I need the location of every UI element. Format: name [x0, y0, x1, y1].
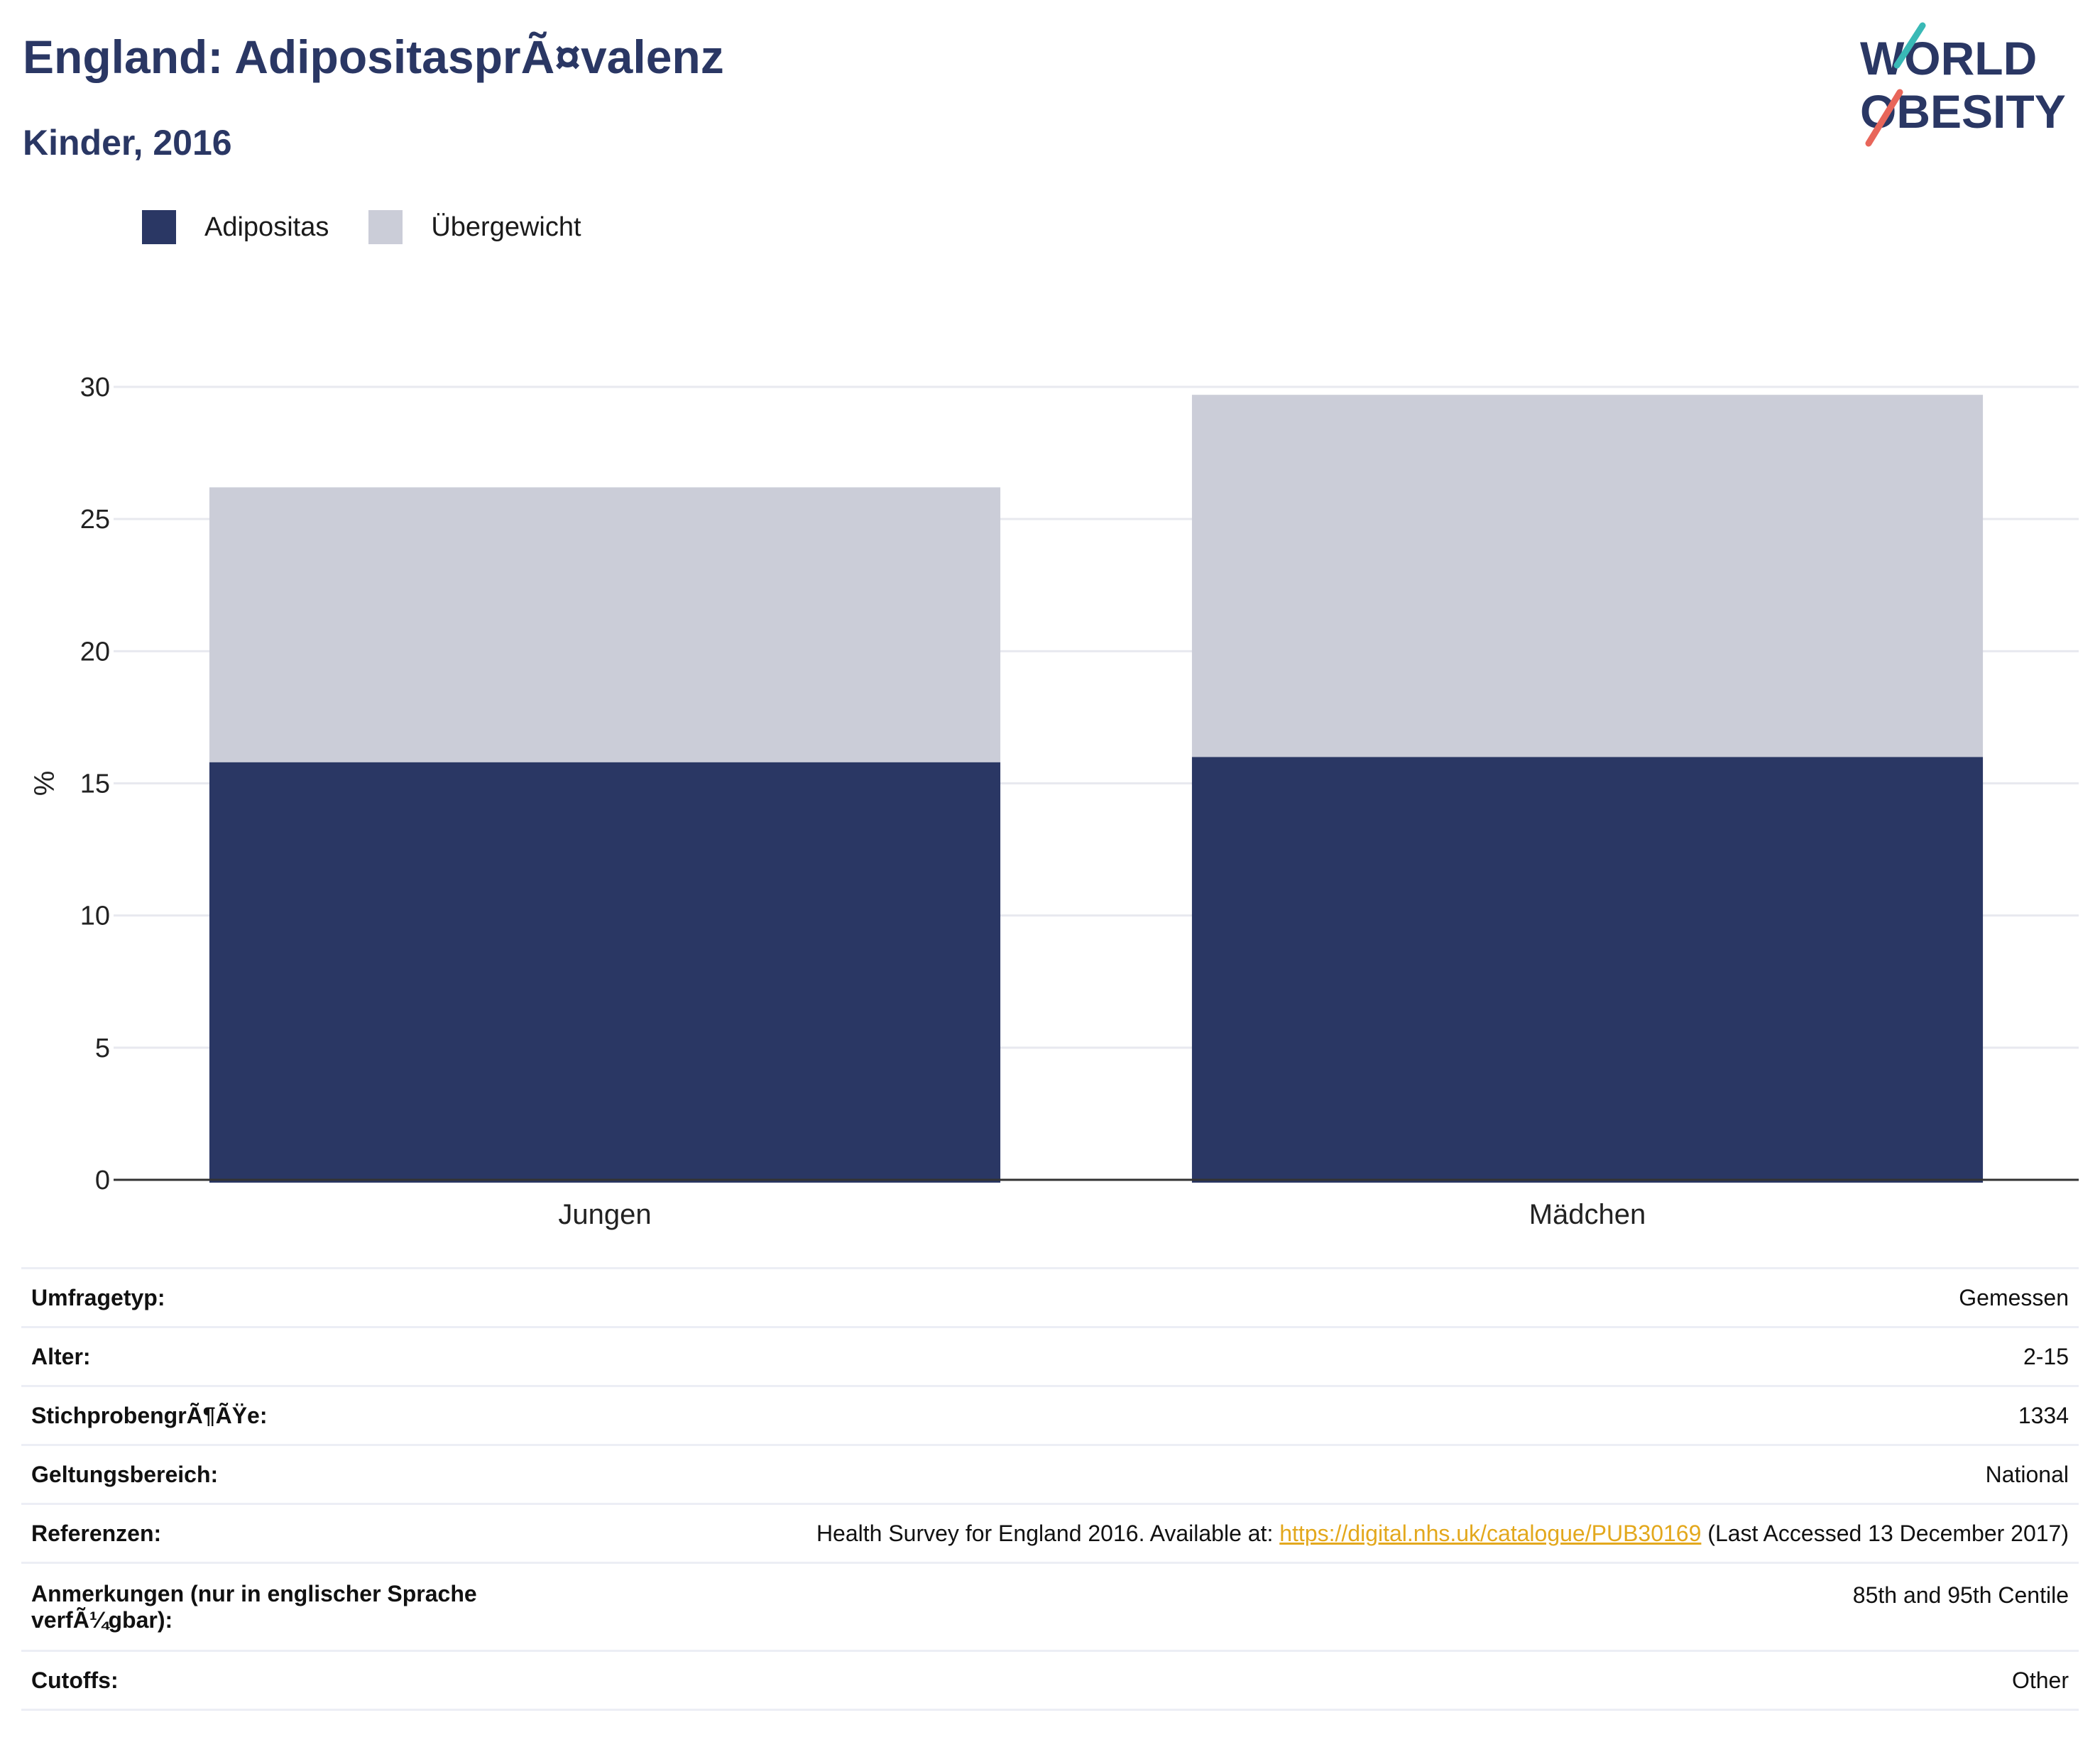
y-tick-label: 0 — [95, 1166, 110, 1195]
reference-link[interactable]: https://digital.nhs.uk/catalogue/PUB3016… — [1279, 1520, 1702, 1546]
meta-row-age: Alter: 2-15 — [21, 1326, 2079, 1387]
bar-bergewicht-0 — [209, 487, 1001, 762]
reference-suffix: (Last Accessed 13 December 2017) — [1701, 1520, 2069, 1546]
meta-value: Health Survey for England 2016. Availabl… — [567, 1503, 2079, 1564]
meta-value: National — [567, 1444, 2079, 1505]
meta-key: Anmerkungen (nur in englischer Sprache ve… — [21, 1562, 567, 1652]
meta-key: Cutoffs: — [21, 1650, 567, 1711]
meta-key-line2: verfÃ¼gbar): — [31, 1606, 173, 1633]
meta-key: Umfragetyp: — [21, 1267, 567, 1328]
meta-key-line1: Anmerkungen (nur in englischer Sprache — [31, 1580, 477, 1606]
meta-key: Alter: — [21, 1326, 567, 1387]
meta-value: Gemessen — [567, 1267, 2079, 1328]
legend-swatch-uebergewicht — [368, 210, 403, 244]
meta-key: StichprobengrÃ¶ÃŸe: — [21, 1385, 567, 1446]
y-axis-title: % — [29, 771, 60, 796]
bar-bergewicht-1 — [1191, 395, 1984, 757]
world-obesity-logo: WORLD OBESITY — [1860, 22, 2066, 147]
page-title: England: AdipositasprÃ¤valenz — [23, 31, 724, 83]
bar-adipositas-1 — [1191, 757, 1984, 1183]
logo-line1: WORLD — [1860, 32, 2037, 84]
meta-key: Referenzen: — [21, 1503, 567, 1564]
bar-adipositas-0 — [209, 762, 1001, 1183]
legend-item-uebergewicht[interactable]: Übergewicht — [368, 210, 581, 244]
y-tick-label: 20 — [80, 637, 110, 667]
meta-row-sample-size: StichprobengrÃ¶ÃŸe: 1334 — [21, 1385, 2079, 1446]
legend-label-uebergewicht: Übergewicht — [431, 212, 581, 242]
meta-key: Geltungsbereich: — [21, 1444, 567, 1505]
meta-row-references: Referenzen: Health Survey for England 20… — [21, 1503, 2079, 1564]
logo-slash-red — [1865, 89, 1903, 147]
legend-label-adipositas: Adipositas — [204, 212, 329, 242]
metadata-table: Umfragetyp: Gemessen Alter: 2-15 Stichpr… — [21, 1267, 2079, 1711]
x-tick-label: Mädchen — [1529, 1199, 1646, 1230]
logo-line2: OBESITY — [1860, 85, 2066, 138]
legend-swatch-adipositas — [142, 210, 176, 244]
page-subtitle: Kinder, 2016 — [23, 123, 232, 163]
y-tick-label: 25 — [80, 505, 110, 535]
meta-value: 2-15 — [567, 1326, 2079, 1387]
y-tick-label: 15 — [80, 770, 110, 799]
meta-value: 1334 — [567, 1385, 2079, 1446]
logo-slash-teal — [1893, 22, 1926, 69]
stacked-bar-chart: 0 5 10 15 20 25 30% Jungen Mädchen — [29, 373, 2079, 1230]
meta-row-notes: Anmerkungen (nur in englischer Sprache ve… — [21, 1562, 2079, 1652]
meta-value: 85th and 95th Centile — [567, 1562, 2079, 1652]
y-tick-label: 30 — [80, 373, 110, 402]
meta-row-scope: Geltungsbereich: National — [21, 1444, 2079, 1505]
reference-prefix: Health Survey for England 2016. Availabl… — [816, 1520, 1280, 1546]
y-tick-label: 5 — [95, 1034, 110, 1063]
x-tick-label: Jungen — [558, 1199, 651, 1230]
meta-row-survey-type: Umfragetyp: Gemessen — [21, 1267, 2079, 1328]
chart-legend: Adipositas Übergewicht — [142, 210, 621, 244]
legend-item-adipositas[interactable]: Adipositas — [142, 210, 329, 244]
y-tick-label: 10 — [80, 902, 110, 931]
meta-value: Other — [567, 1650, 2079, 1711]
meta-row-cutoffs: Cutoffs: Other — [21, 1650, 2079, 1711]
